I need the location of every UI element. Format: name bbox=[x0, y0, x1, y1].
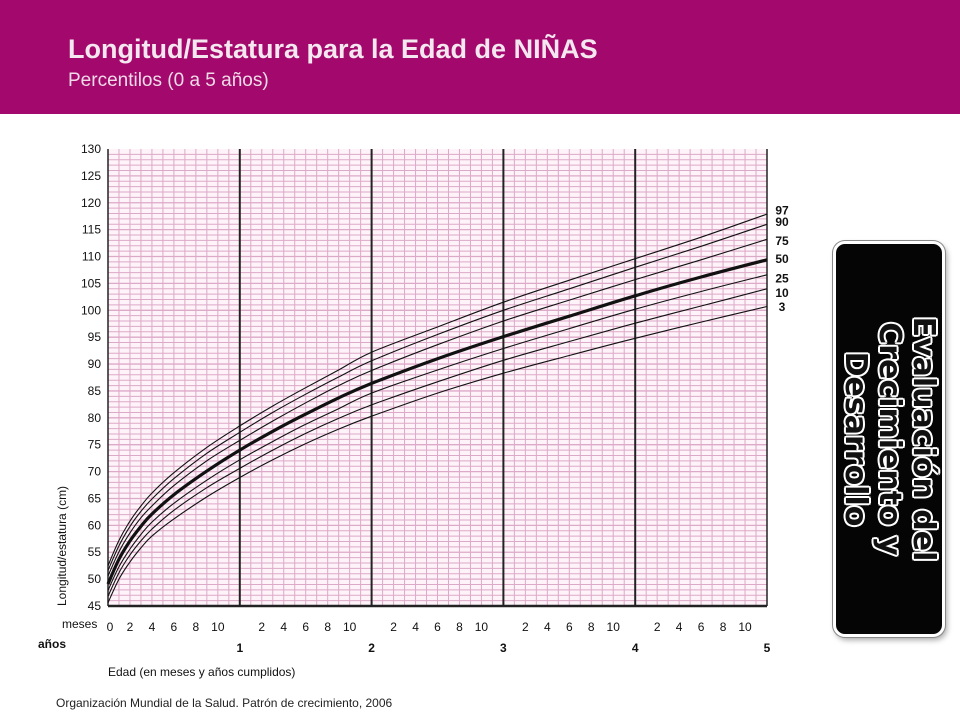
x-tick-month-label: 8 bbox=[456, 620, 463, 634]
percentile-curve-p75 bbox=[107, 238, 768, 577]
x-tick-month-label: 8 bbox=[588, 620, 595, 634]
percentile-curve-p90 bbox=[107, 223, 768, 571]
page-title: Longitud/Estatura para la Edad de NIÑAS bbox=[68, 34, 598, 64]
x-tick-month-label: 4 bbox=[544, 620, 551, 634]
y-tick-label: 120 bbox=[81, 196, 101, 210]
percentile-curve-p50 bbox=[106, 258, 768, 585]
grid bbox=[107, 149, 768, 608]
months-row-label: meses bbox=[62, 617, 97, 631]
x-tick-month-label: 6 bbox=[434, 620, 441, 634]
x-tick-month-label: 4 bbox=[412, 620, 419, 634]
x-axis-label: Edad (en meses y años cumplidos) bbox=[108, 665, 295, 679]
x-tick-month-label: 0 bbox=[107, 620, 114, 634]
x-tick-month-label: 10 bbox=[475, 620, 489, 634]
y-tick-label: 95 bbox=[88, 330, 102, 344]
y-tick-label: 45 bbox=[88, 599, 102, 613]
y-tick-label: 75 bbox=[88, 438, 102, 452]
x-tick-month-label: 2 bbox=[654, 620, 661, 634]
x-tick-month-label: 4 bbox=[280, 620, 287, 634]
source-note: Organización Mundial de la Salud. Patrón… bbox=[56, 696, 393, 710]
percentile-curves bbox=[106, 213, 768, 604]
x-tick-month-label: 2 bbox=[390, 620, 397, 634]
x-tick-month-label: 10 bbox=[738, 620, 752, 634]
y-tick-label: 50 bbox=[88, 572, 102, 586]
percentile-curve-p10 bbox=[107, 288, 768, 597]
years-row-label: años bbox=[38, 637, 66, 651]
percentile-label-p97: 97 bbox=[775, 203, 789, 217]
x-tick-month-label: 6 bbox=[698, 620, 705, 634]
y-tick-label: 85 bbox=[88, 384, 102, 398]
x-tick-year-label: 3 bbox=[500, 641, 507, 655]
x-tick-month-label: 8 bbox=[324, 620, 331, 634]
side-badge: Evaluación del Crecimiento y Desarrollo bbox=[833, 241, 945, 637]
y-tick-label: 130 bbox=[81, 142, 101, 156]
x-tick-month-label: 10 bbox=[343, 620, 357, 634]
y-tick-label: 65 bbox=[88, 491, 102, 505]
y-tick-label: 55 bbox=[88, 545, 102, 559]
y-tick-label: 115 bbox=[82, 223, 101, 237]
percentile-label-p3: 3 bbox=[779, 300, 786, 314]
x-tick-year-label: 1 bbox=[236, 641, 243, 655]
y-tick-label: 105 bbox=[81, 276, 101, 290]
percentile-label-p10: 10 bbox=[775, 286, 789, 300]
y-axis-ticks: 45 50 55 60 65 70 75 80 85 90 95 100 105 110 115 120 125… bbox=[81, 142, 101, 613]
x-tick-year-label: 5 bbox=[764, 641, 771, 655]
x-tick-month-label: 2 bbox=[522, 620, 529, 634]
y-tick-label: 80 bbox=[88, 411, 102, 425]
percentile-curve-p25 bbox=[107, 274, 768, 591]
y-axis-label: Longitud/estatura (cm) bbox=[55, 486, 69, 606]
x-tick-month-label: 6 bbox=[302, 620, 309, 634]
x-tick-month-label: 4 bbox=[149, 620, 156, 634]
x-tick-month-label: 10 bbox=[211, 620, 225, 634]
x-tick-year-label: 4 bbox=[632, 641, 639, 655]
x-tick-month-label: 4 bbox=[676, 620, 683, 634]
y-tick-label: 125 bbox=[81, 169, 101, 183]
x-tick-month-label: 8 bbox=[720, 620, 727, 634]
y-tick-label: 100 bbox=[81, 303, 101, 317]
x-tick-month-label: 2 bbox=[258, 620, 265, 634]
x-axis-ticks: 0 2 4 6 8 10 2 4 6 8 10 2 4 6 8 10 2 4 6 8 10 2 4 6 8 101 2 3 4 5 bbox=[107, 620, 771, 655]
x-tick-month-label: 6 bbox=[566, 620, 573, 634]
y-tick-label: 90 bbox=[88, 357, 102, 371]
y-tick-label: 70 bbox=[88, 465, 102, 479]
header-band: Longitud/Estatura para la Edad de NIÑAS … bbox=[0, 0, 960, 114]
x-tick-year-label: 2 bbox=[368, 641, 375, 655]
y-tick-label: 110 bbox=[82, 250, 101, 264]
y-tick-label: 60 bbox=[88, 518, 102, 532]
percentile-curve-p3 bbox=[107, 305, 768, 604]
percentile-label-p25: 25 bbox=[775, 272, 789, 286]
side-badge-text: Evaluación del Crecimiento y Desarrollo bbox=[838, 316, 941, 562]
percentile-curve-p97 bbox=[107, 213, 768, 566]
x-tick-month-label: 2 bbox=[127, 620, 134, 634]
x-tick-month-label: 8 bbox=[193, 620, 200, 634]
page-subtitle: Percentilos (0 a 5 años) bbox=[68, 70, 269, 91]
percentile-label-p90: 90 bbox=[775, 215, 789, 229]
percentile-label-p75: 75 bbox=[775, 234, 789, 248]
percentile-label-p50: 50 bbox=[775, 252, 789, 266]
x-tick-month-label: 10 bbox=[607, 620, 621, 634]
x-tick-month-label: 6 bbox=[171, 620, 178, 634]
